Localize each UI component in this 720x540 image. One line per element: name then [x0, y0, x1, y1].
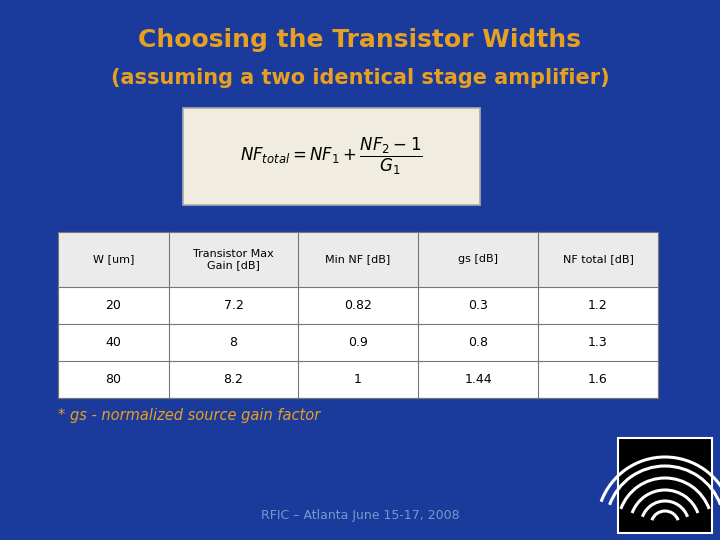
Bar [58, 232, 658, 287]
Text: W [um]: W [um] [93, 254, 134, 265]
Text: 40: 40 [106, 336, 122, 349]
Text: 0.3: 0.3 [468, 299, 488, 312]
Text: 7.2: 7.2 [224, 299, 243, 312]
Text: 8: 8 [230, 336, 238, 349]
Text: RFIC – Atlanta June 15-17, 2008: RFIC – Atlanta June 15-17, 2008 [261, 509, 459, 522]
Text: gs [dB]: gs [dB] [458, 254, 498, 265]
Text: 0.9: 0.9 [348, 336, 368, 349]
Text: 1.44: 1.44 [464, 373, 492, 386]
Text: 80: 80 [106, 373, 122, 386]
Text: Transistor Max
Gain [dB]: Transistor Max Gain [dB] [193, 249, 274, 271]
Text: 1.6: 1.6 [588, 373, 608, 386]
Bar [58, 232, 658, 398]
Text: 1.2: 1.2 [588, 299, 608, 312]
Bar [618, 438, 712, 533]
Text: Min NF [dB]: Min NF [dB] [325, 254, 391, 265]
Text: 8.2: 8.2 [224, 373, 243, 386]
Text: 0.82: 0.82 [344, 299, 372, 312]
Text: 0.8: 0.8 [468, 336, 488, 349]
Bar [183, 108, 480, 205]
Text: * gs - normalized source gain factor: * gs - normalized source gain factor [58, 408, 320, 423]
Text: 1.3: 1.3 [588, 336, 608, 349]
Text: (assuming a two identical stage amplifier): (assuming a two identical stage amplifie… [111, 68, 609, 88]
Text: $NF_{total} = NF_1 + \dfrac{NF_2 - 1}{G_1}$: $NF_{total} = NF_1 + \dfrac{NF_2 - 1}{G_… [240, 136, 423, 177]
Text: 1: 1 [354, 373, 362, 386]
Text: 20: 20 [106, 299, 122, 312]
Text: Choosing the Transistor Widths: Choosing the Transistor Widths [138, 28, 582, 52]
Text: NF total [dB]: NF total [dB] [562, 254, 634, 265]
